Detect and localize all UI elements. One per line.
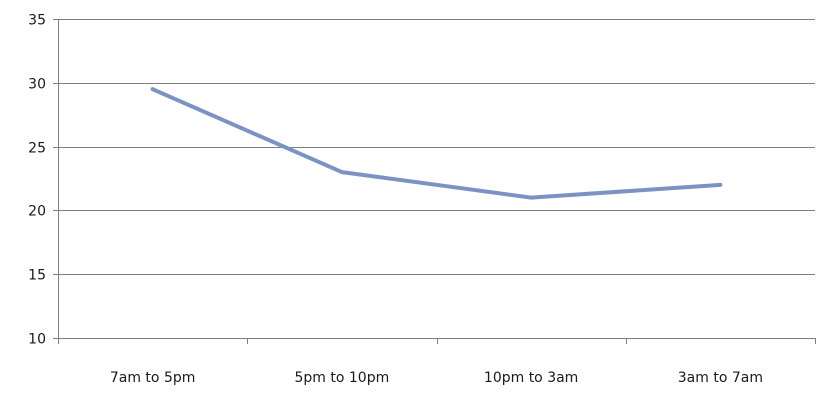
y-tick-label: 15 [28,268,46,284]
series-line [151,87,721,200]
x-tick-label: 10pm to 3am [484,370,578,386]
series-layer [150,87,723,200]
data-point [718,182,723,187]
data-point [339,170,344,175]
gridlines [58,19,815,275]
y-tick-label: 30 [28,77,46,93]
data-point [150,87,155,92]
axes [53,19,816,344]
y-tick-label: 25 [28,141,46,157]
y-tick-label: 35 [28,13,46,29]
y-tick-label: 20 [28,204,46,220]
tick-labels: 10 15 20 25 30 35 7am to 5pm 5pm to 10pm 10pm to… [28,13,763,387]
data-point [529,195,534,200]
x-tick-label: 5pm to 10pm [295,370,390,386]
y-tick-label: 10 [28,332,46,348]
x-tick-label: 3am to 7am [678,370,763,386]
x-tick-label: 7am to 5pm [110,370,196,386]
